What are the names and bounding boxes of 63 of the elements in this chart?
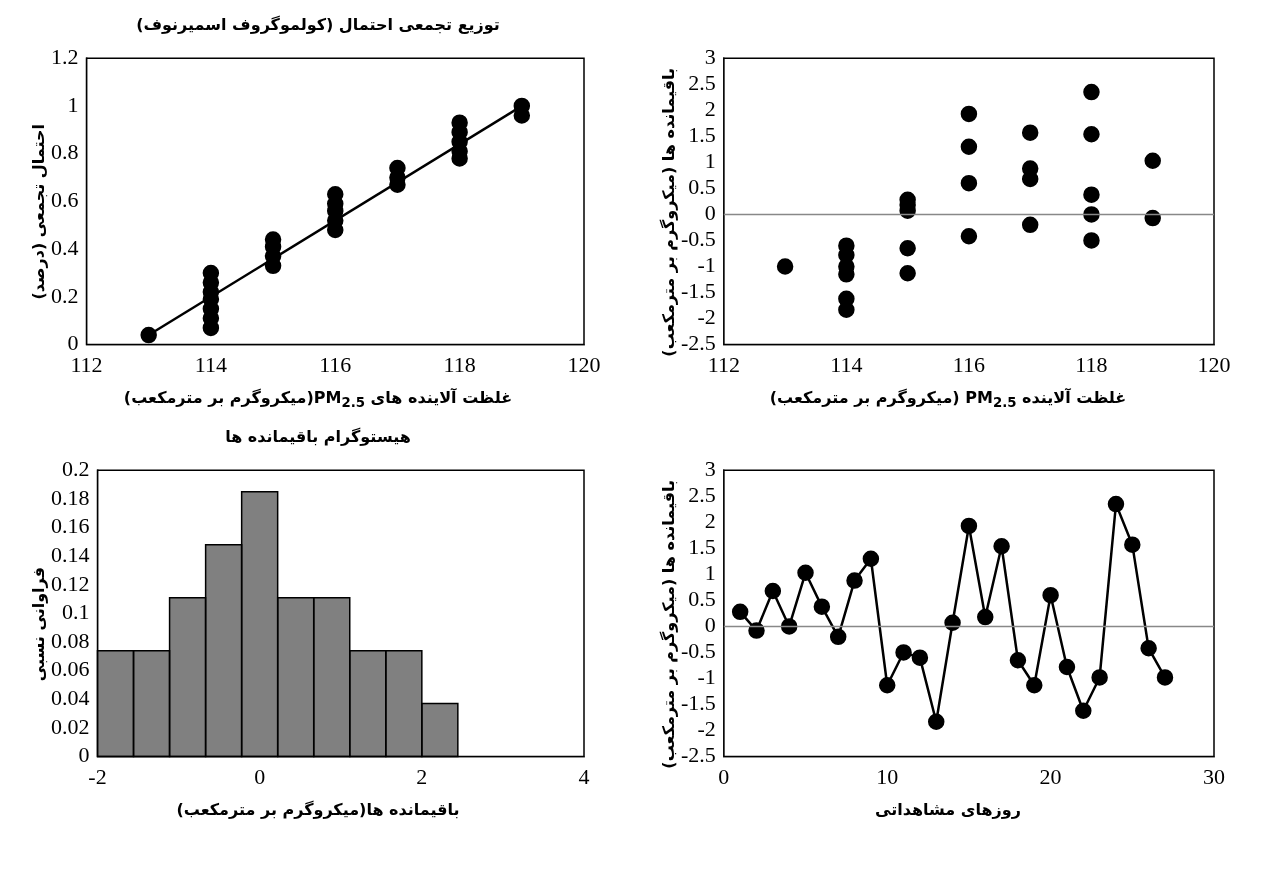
y-tick-label: 1	[67, 91, 78, 117]
x-tick-label: 0	[253, 763, 265, 789]
x-tick-label: 114	[829, 351, 862, 377]
x-tick-label: 2	[415, 763, 427, 789]
y-tick-label: 0	[78, 742, 89, 768]
y-tick-label: -0.5	[680, 226, 716, 252]
y-tick-label: 3	[704, 456, 716, 482]
x-tick-label: 114	[194, 351, 227, 377]
y-axis-title: باقیمانده ها (میکروگرم بر مترمکعب)	[658, 479, 678, 769]
x-tick-label: 10	[875, 763, 898, 789]
y-tick-label: 0.06	[50, 656, 89, 682]
x-tick-label: 20	[1039, 763, 1062, 789]
chart-title: توزیع تجمعی احتمال (کولموگروف اسمیرنوف)	[136, 14, 500, 36]
y-tick-label: 3	[704, 43, 716, 69]
y-tick-label: 0.2	[61, 456, 89, 482]
x-axis-title: روزهای مشاهداتی	[875, 800, 1021, 820]
x-tick-label: 30	[1202, 763, 1225, 789]
chart-title: هیستوگرام باقیمانده ها	[225, 426, 411, 449]
y-tick-label: 0.5	[687, 174, 716, 200]
y-tick-label: 2	[704, 508, 716, 534]
x-tick-label: 120	[567, 351, 600, 377]
x-tick-label: 118	[1074, 351, 1108, 377]
x-tick-label: 116	[318, 351, 351, 377]
y-tick-label: -1	[697, 664, 716, 690]
y-tick-label: 0.2	[50, 282, 78, 308]
y-axis-title: احتمال تجمعی (درصد)	[28, 124, 48, 300]
x-tick-label: 118	[443, 351, 476, 377]
x-tick-label: 116	[952, 351, 985, 377]
x-tick-label: 120	[1197, 351, 1230, 377]
y-tick-label: -0.5	[680, 638, 716, 664]
y-axis-title: باقیمانده ها (میکروگرم بر مترمکعب)	[658, 67, 678, 357]
y-tick-label: 0	[704, 612, 716, 638]
y-tick-label: -1	[697, 252, 716, 278]
y-tick-label: 0.12	[50, 570, 89, 596]
y-tick-label: 0	[704, 200, 716, 226]
y-tick-label: 1.2	[50, 43, 78, 69]
y-tick-label: -2	[697, 304, 716, 330]
x-tick-label: -2	[87, 763, 107, 789]
y-tick-label: 1	[704, 148, 716, 174]
y-tick-label: 0.6	[50, 187, 78, 213]
y-tick-label: 2.5	[687, 70, 716, 96]
y-tick-label: -2	[697, 716, 716, 742]
y-tick-label: 0.8	[50, 139, 78, 165]
y-tick-label: 1.5	[687, 534, 716, 560]
y-tick-label: 0.16	[50, 513, 89, 539]
y-tick-label: -2.5	[680, 742, 716, 768]
y-tick-label: 0.02	[50, 713, 89, 739]
y-tick-label: 0.5	[687, 586, 716, 612]
y-tick-label: 0.04	[50, 685, 89, 711]
y-tick-label: 2.5	[687, 482, 716, 508]
y-tick-label: -1.5	[680, 278, 716, 304]
y-tick-label: 0.4	[50, 234, 78, 260]
y-tick-label: 2	[704, 96, 716, 122]
y-tick-label: -1.5	[680, 690, 716, 716]
y-axis-title: فراوانی نسبی	[28, 567, 48, 682]
y-tick-label: 1.5	[687, 122, 716, 148]
y-tick-label: 0.18	[50, 484, 89, 510]
y-tick-label: 0.1	[61, 599, 89, 625]
x-axis-title: باقیمانده ها(میکروگرم بر مترمکعب)	[176, 800, 460, 820]
x-tick-label: 4	[578, 763, 589, 789]
y-tick-label: 0.14	[50, 542, 89, 568]
y-tick-label: 0.08	[50, 628, 89, 654]
y-tick-label: 1	[704, 560, 716, 586]
